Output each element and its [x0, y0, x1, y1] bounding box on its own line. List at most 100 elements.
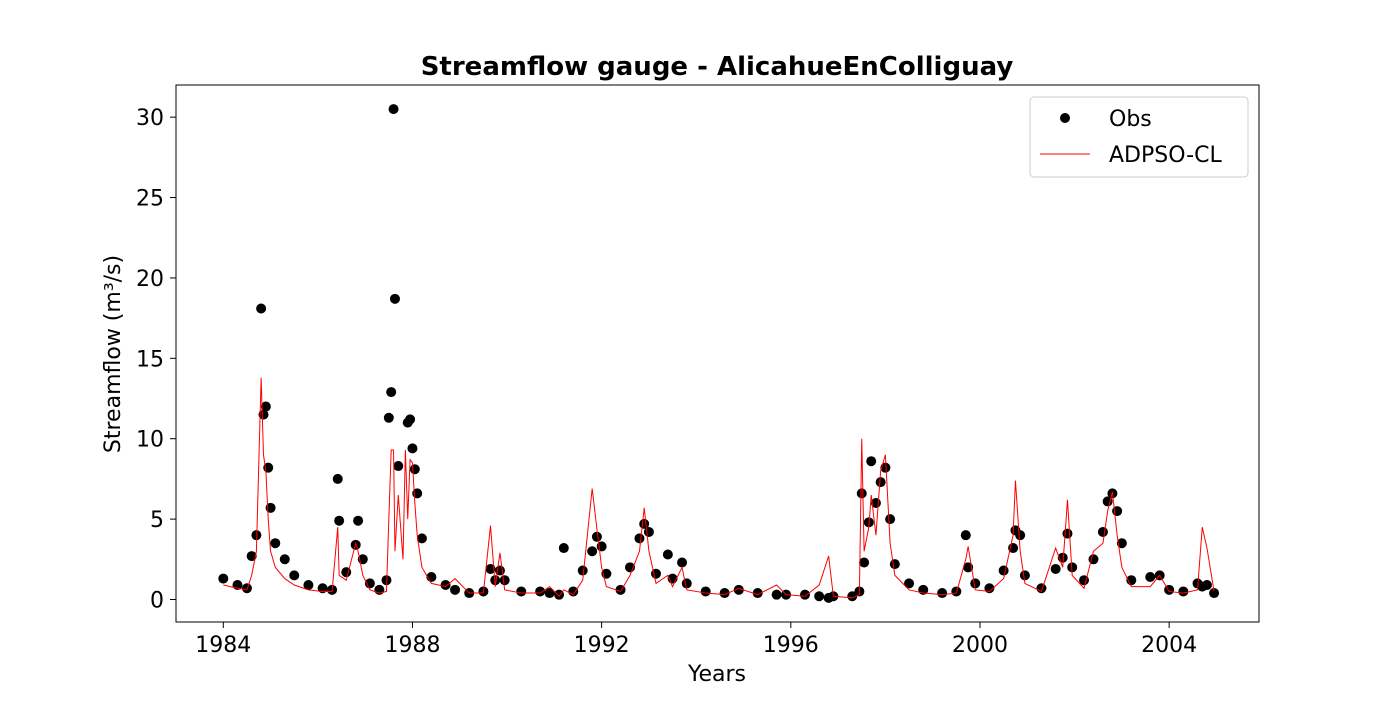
obs-point [499, 575, 510, 586]
obs-point [596, 541, 607, 552]
x-axis-label: Years [687, 662, 746, 687]
obs-point [303, 580, 314, 591]
obs-point [383, 412, 394, 423]
y-tick-label: 10 [136, 428, 164, 453]
sim-line [223, 377, 1215, 599]
obs-point [960, 530, 971, 541]
x-tick-label: 1992 [574, 633, 630, 658]
obs-point [970, 578, 981, 589]
legend-label: ADPSO-CL [1109, 143, 1222, 168]
x-tick-label: 1996 [763, 633, 819, 658]
obs-point [733, 584, 744, 595]
obs-point [866, 456, 877, 467]
obs-point [889, 559, 900, 570]
obs-point [535, 586, 546, 597]
obs-point [651, 568, 662, 579]
legend-frame [1029, 96, 1249, 178]
obs-point [662, 549, 673, 560]
obs-point [1145, 571, 1156, 582]
obs-point [386, 387, 397, 398]
obs-point [643, 526, 654, 537]
obs-point [1178, 586, 1189, 597]
obs-point [752, 588, 763, 599]
obs-point [880, 462, 891, 473]
obs-point [591, 531, 602, 542]
obs-point [389, 293, 400, 304]
obs-point [334, 515, 345, 526]
obs-point [256, 303, 267, 314]
obs-point [353, 515, 364, 526]
obs-point [289, 570, 300, 581]
obs-point [1209, 588, 1220, 599]
y-tick-label: 20 [136, 267, 164, 292]
obs-point [416, 533, 427, 544]
obs-point [677, 557, 688, 568]
y-tick-label: 0 [150, 588, 164, 613]
obs-point [246, 551, 257, 562]
obs-point [998, 565, 1009, 576]
obs-point [494, 565, 505, 576]
obs-point [1062, 528, 1073, 539]
obs-point [393, 461, 404, 472]
x-tick-label: 1988 [384, 633, 440, 658]
obs-point [885, 514, 896, 525]
obs-point [1097, 526, 1108, 537]
obs-point [875, 477, 886, 488]
obs-point [799, 589, 810, 600]
obs-point [937, 588, 948, 599]
obs-point [364, 578, 375, 589]
chart-title: Streamflow gauge - AlicahueEnColliguay [421, 52, 1014, 82]
obs-point [577, 565, 588, 576]
obs-point [859, 557, 870, 568]
obs-point [516, 586, 527, 597]
x-tick-label: 1984 [195, 633, 251, 658]
obs-point [634, 533, 645, 544]
legend-label: Obs [1109, 107, 1152, 132]
obs-point [409, 464, 420, 475]
plot-frame [175, 84, 1260, 623]
obs-point [1088, 554, 1099, 565]
obs-point [258, 409, 269, 420]
obs-point [1116, 538, 1127, 549]
obs-point [450, 584, 461, 595]
obs-point [544, 588, 555, 599]
x-tick-label: 2000 [952, 633, 1008, 658]
obs-point [405, 414, 416, 425]
obs-point [279, 554, 290, 565]
obs-point [700, 586, 711, 597]
obs-point [218, 573, 229, 584]
x-tick-label: 2004 [1141, 633, 1197, 658]
obs-point [270, 538, 281, 549]
y-tick-label: 15 [136, 347, 164, 372]
y-tick-label: 25 [136, 187, 164, 212]
obs-point [558, 543, 569, 554]
obs-point [1067, 562, 1078, 573]
obs-point [260, 401, 271, 412]
obs-point [490, 575, 501, 586]
obs-point [440, 580, 451, 591]
obs-point [856, 488, 867, 499]
obs-point [719, 588, 730, 599]
obs-point [771, 589, 782, 600]
obs-point [485, 563, 496, 574]
obs-point [814, 591, 825, 602]
obs-point [587, 546, 598, 557]
obs-point [1201, 580, 1212, 591]
y-axis-label: Streamflow (m³/s) [101, 255, 126, 453]
legend-marker [1060, 113, 1070, 123]
obs-point [407, 443, 418, 454]
obs-point [847, 591, 858, 602]
y-tick-label: 30 [136, 106, 164, 131]
obs-point [341, 567, 352, 578]
obs-point [1050, 563, 1061, 574]
obs-point [388, 104, 399, 115]
obs-point [681, 578, 692, 589]
obs-point [1015, 530, 1026, 541]
y-tick-label: 5 [150, 508, 164, 533]
obs-point [904, 578, 915, 589]
obs-point [332, 473, 343, 484]
obs-point [1019, 570, 1030, 581]
obs-point [1126, 575, 1137, 586]
